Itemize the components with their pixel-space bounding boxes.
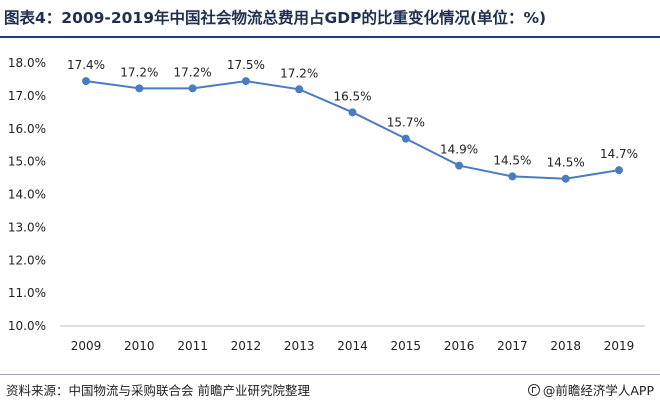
data-label: 14.7% xyxy=(600,147,638,161)
data-point xyxy=(135,84,144,93)
footer-divider xyxy=(0,374,660,375)
x-tick-label: 2016 xyxy=(444,339,475,353)
data-point xyxy=(348,108,357,117)
title-divider xyxy=(0,36,660,38)
x-tick-label: 2014 xyxy=(337,339,368,353)
brand-logo-icon xyxy=(527,383,540,396)
data-label: 17.2% xyxy=(120,65,158,79)
data-point xyxy=(401,134,410,143)
data-labels: 17.4% 17.2% 17.2% 17.5% 17.2% 16.5% 15.7% 14.9%… xyxy=(67,58,638,170)
y-tick-label: 16.0% xyxy=(8,122,46,136)
data-point xyxy=(508,172,517,181)
x-tick-label: 2009 xyxy=(71,339,102,353)
brand-credit: @前瞻经济学人APP xyxy=(527,380,654,399)
data-point xyxy=(82,77,90,86)
data-point xyxy=(188,84,197,93)
data-label: 15.7% xyxy=(387,116,425,130)
chart-title: 图表4：2009-2019年中国社会物流总费用占GDP的比重变化情况(单位：%) xyxy=(4,9,547,27)
data-point xyxy=(295,85,304,94)
x-tick-label: 2015 xyxy=(391,339,422,353)
data-label: 17.2% xyxy=(174,65,212,79)
data-label: 17.5% xyxy=(227,58,265,72)
y-tick-label: 12.0% xyxy=(8,253,46,267)
x-tick-label: 2017 xyxy=(497,339,528,353)
source-note: 资料来源：中国物流与采购联合会 前瞻产业研究院整理 xyxy=(6,383,310,398)
data-point xyxy=(561,174,570,183)
data-point xyxy=(455,161,464,170)
data-label: 17.2% xyxy=(280,66,318,80)
data-point xyxy=(241,77,250,86)
x-tick-label: 2012 xyxy=(231,339,262,353)
y-tick-label: 14.0% xyxy=(8,188,46,202)
x-tick-label: 2010 xyxy=(124,339,155,353)
y-tick-label: 18.0% xyxy=(8,56,46,70)
y-tick-label: 10.0% xyxy=(8,319,46,333)
x-tick-label: 2019 xyxy=(604,339,635,353)
y-tick-label: 13.0% xyxy=(8,220,46,234)
brand-text: @前瞻经济学人APP xyxy=(542,383,654,398)
data-label: 14.5% xyxy=(493,153,531,167)
x-tick-label: 2011 xyxy=(177,339,208,353)
data-points xyxy=(82,77,623,183)
data-label: 16.5% xyxy=(333,89,371,103)
y-tick-label: 17.0% xyxy=(8,89,46,103)
data-point xyxy=(615,166,623,175)
x-tick-label: 2013 xyxy=(284,339,315,353)
y-tick-label: 15.0% xyxy=(8,155,46,169)
data-label: 17.4% xyxy=(67,58,105,72)
y-tick-label: 11.0% xyxy=(8,286,46,300)
data-label: 14.9% xyxy=(440,143,478,157)
y-axis: 18.0% 17.0% 16.0% 15.0% 14.0% 13.0% 12.0% 11.0%… xyxy=(8,56,46,333)
x-axis: 2009 2010 2011 2012 2013 2014 2015 2016 2017 2018… xyxy=(71,339,635,353)
x-tick-label: 2018 xyxy=(550,339,581,353)
data-label: 14.5% xyxy=(547,156,585,170)
line-chart: 18.0% 17.0% 16.0% 15.0% 14.0% 13.0% 12.0% 11.0%… xyxy=(8,56,645,353)
